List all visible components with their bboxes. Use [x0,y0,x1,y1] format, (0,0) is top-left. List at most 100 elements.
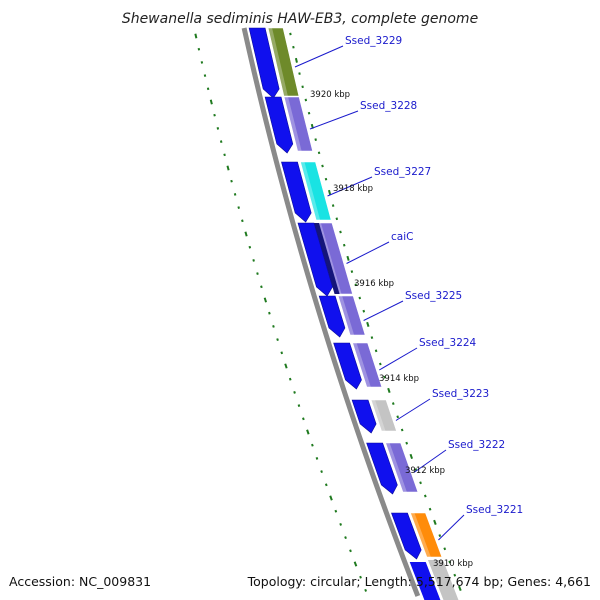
feature-highlight [268,28,288,96]
position-tick [263,297,268,303]
label-leader-line [309,110,359,130]
position-tick [230,179,233,183]
position-tick [223,153,226,157]
position-tick [353,561,358,567]
position-tick [298,72,301,75]
position-tick [307,111,311,115]
position-tick [448,560,452,564]
position-tick [248,245,252,249]
position-tick [244,231,248,237]
feature-highlight [352,343,371,387]
position-tick [391,402,395,406]
label-leader-line [294,45,344,68]
feature-block [385,442,419,493]
position-tick [293,390,296,394]
position-tick [364,588,368,592]
position-tick [349,549,352,553]
position-tick [423,494,427,498]
gene-label[interactable]: Ssed_3227 [374,166,431,178]
label-leader-line [438,514,465,541]
position-tick [458,585,462,592]
position-tick [314,138,317,141]
cds-arrow [281,161,312,223]
position-tick [443,547,447,551]
position-tick [304,98,308,102]
position-tick [334,509,338,513]
label-leader-line [346,241,390,264]
feature-block [337,295,366,336]
feature-block [370,399,397,432]
position-tick [203,74,207,77]
position-tick [354,283,358,287]
cds-arrow [297,222,333,297]
position-tick [396,415,400,419]
label-leader-line [379,347,418,371]
position-tick [219,140,223,143]
gene-label[interactable]: Ssed_3224 [419,337,477,349]
position-tick [241,219,244,223]
feature-highlight [338,296,355,335]
position-tick [344,536,347,540]
position-tick [339,230,342,234]
kbp-marker: 3912 kbp [405,466,445,476]
position-tick [366,321,370,327]
position-tick [362,309,366,313]
kbp-marker: 3916 kbp [354,279,394,289]
position-tick [383,375,386,379]
position-tick [226,165,230,171]
position-tick [438,534,442,538]
accession-text: Accession: NC_009831 [9,574,151,589]
backbone-line [241,27,421,597]
feature-highlight [410,513,431,557]
position-tick [342,243,346,247]
position-tick [280,351,284,355]
position-tick [256,272,259,275]
feature-block [352,342,383,388]
position-tick [324,483,328,487]
cds-arrow [333,342,362,390]
label-leader-line [395,398,431,421]
position-tick [405,441,409,445]
position-ticks [194,32,462,592]
position-tick [370,336,374,339]
position-tick [346,255,350,261]
gene-label[interactable]: Ssed_3225 [405,290,462,302]
kbp-marker: 3910 kbp [433,559,473,569]
position-tick [359,575,362,579]
genome-backbone [241,27,421,597]
position-tick [209,99,213,105]
position-tick [213,113,216,117]
feature-block [283,96,313,152]
position-tick [317,151,321,155]
position-tick [433,519,437,525]
gene-label[interactable]: Ssed_3228 [360,100,417,112]
position-tick [358,296,362,300]
gene-label[interactable]: Ssed_3223 [432,388,489,400]
position-tick [294,57,298,63]
cds-arrow [248,27,280,99]
feature-block [300,161,332,221]
position-tick [409,453,413,459]
position-tick [453,573,457,577]
position-tick [428,507,432,511]
inner-cds-track [248,27,441,600]
label-leader-line [363,300,404,321]
feature-block [427,560,459,600]
gene-label[interactable]: Ssed_3222 [448,439,505,451]
position-tick [272,325,275,328]
position-tick [350,270,354,273]
feature-highlight [385,443,407,492]
position-tick [311,443,314,447]
position-tick [320,470,323,474]
gene-label[interactable]: Ssed_3229 [345,35,402,47]
position-tick [284,363,288,369]
feature-highlight [284,97,302,151]
position-tick [379,362,382,366]
position-tick [276,338,279,341]
position-tick [339,522,342,526]
gene-label[interactable]: caiC [391,231,413,243]
gene-label[interactable]: Ssed_3221 [466,504,523,516]
position-tick [400,428,404,432]
kbp-marker: 3914 kbp [379,374,419,384]
